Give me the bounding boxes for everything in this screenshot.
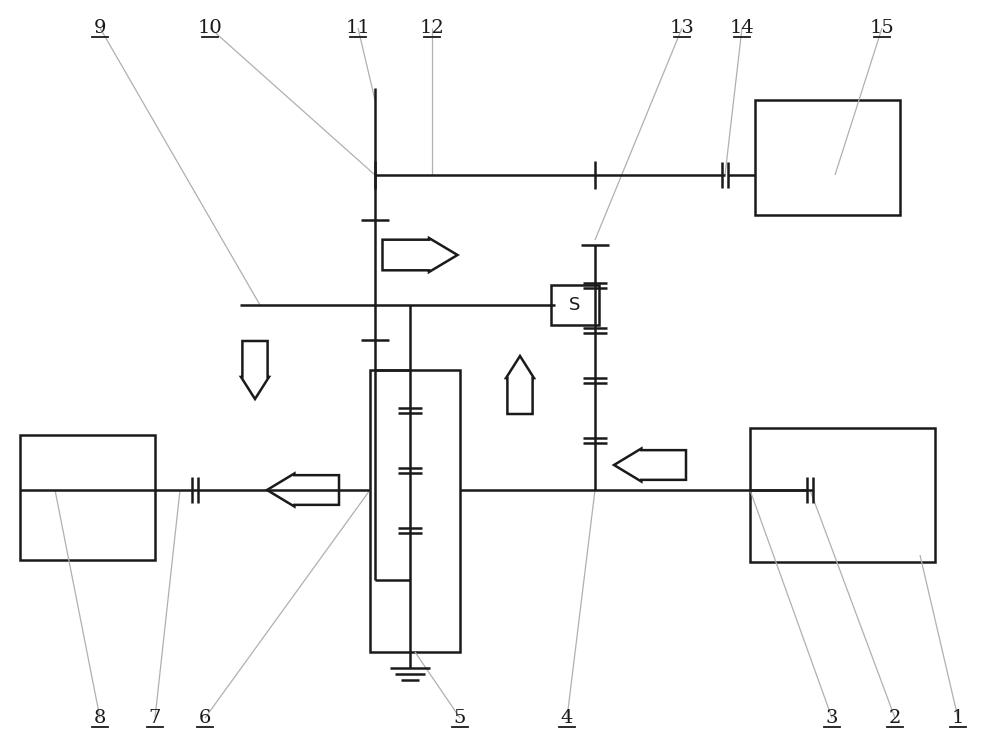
Text: 4: 4 [561,709,573,727]
Polygon shape [614,449,686,482]
Text: 9: 9 [94,19,106,37]
Polygon shape [267,474,339,506]
Text: S: S [569,296,581,314]
Polygon shape [241,341,269,399]
Text: 7: 7 [149,709,161,727]
Text: 8: 8 [94,709,106,727]
Bar [20,435,155,560]
Text: 14: 14 [730,19,754,37]
Bar [755,100,900,215]
Text: 3: 3 [826,709,838,727]
Text: 12: 12 [420,19,444,37]
Text: 15: 15 [870,19,894,37]
Text: 11: 11 [346,19,370,37]
Text: 13: 13 [670,19,694,37]
Text: 5: 5 [454,709,466,727]
Text: 10: 10 [198,19,222,37]
Polygon shape [383,238,458,272]
Bar [370,370,460,652]
Polygon shape [506,356,534,414]
Bar [551,285,599,325]
Text: 6: 6 [199,709,211,727]
Text: 1: 1 [952,709,964,727]
Text: 2: 2 [889,709,901,727]
Bar [750,428,935,562]
